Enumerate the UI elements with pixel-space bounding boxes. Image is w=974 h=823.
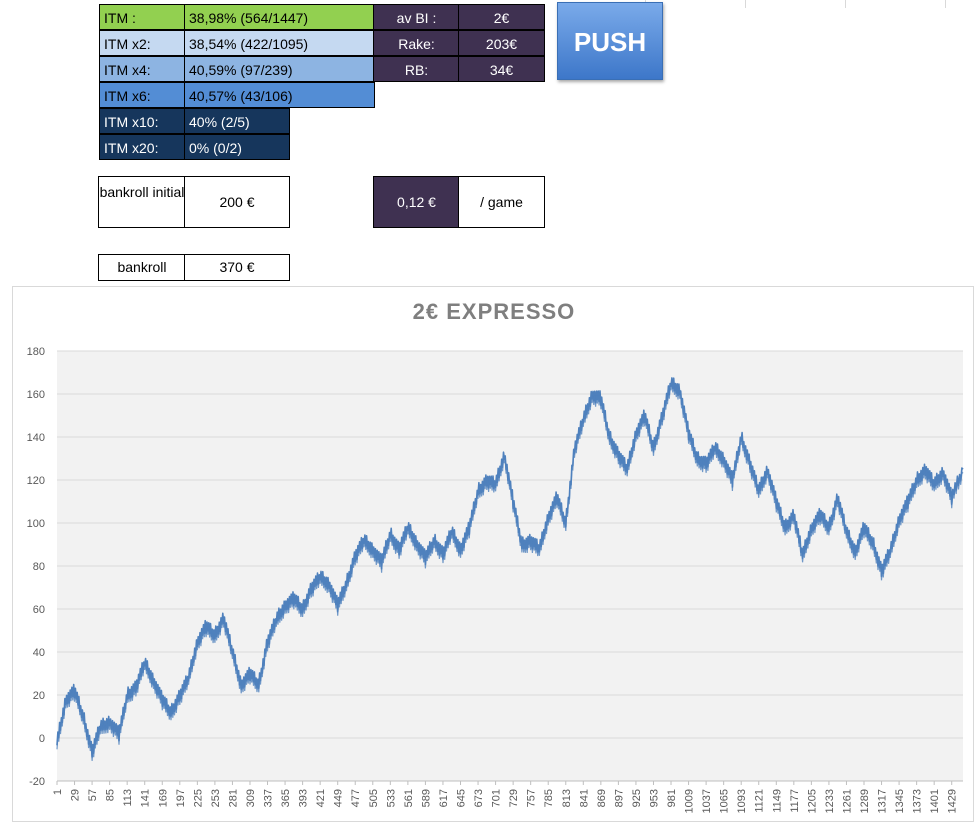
x-tick-label: 393 xyxy=(298,789,310,807)
line-chart: -20 0 20 40 60 80 100 120 140 160 180 1 29 57 85 113 141… xyxy=(27,346,964,813)
x-tick-label: 1149 xyxy=(771,789,783,813)
x-tick-label: 1121 xyxy=(754,789,766,813)
bankroll-initial-label: bankroll initial xyxy=(98,176,186,228)
stat-label: av BI : xyxy=(373,4,460,30)
itm-row-value: 0% (0/2) xyxy=(184,134,290,160)
x-tick-label: 1317 xyxy=(877,789,889,813)
bankroll-initial-value: 200 € xyxy=(184,176,290,228)
y-tick-label: 140 xyxy=(27,432,45,444)
y-tick-label: 180 xyxy=(27,346,45,358)
x-tick-label: 477 xyxy=(350,789,362,807)
x-tick-label: 981 xyxy=(666,789,678,807)
itm-row-label: ITM x20: xyxy=(99,134,185,160)
x-tick-label: 953 xyxy=(648,789,660,807)
x-tick-label: 1289 xyxy=(859,789,871,813)
x-tick-label: 1065 xyxy=(719,789,731,813)
x-tick-label: 141 xyxy=(140,789,152,807)
itm-row-value: 38,54% (422/1095) xyxy=(184,30,375,56)
x-tick-label: 757 xyxy=(526,789,538,807)
x-tick-label: 533 xyxy=(385,789,397,807)
x-tick-label: 365 xyxy=(280,789,292,807)
bankroll-value: 370 € xyxy=(184,254,290,281)
x-tick-label: 645 xyxy=(456,789,468,807)
x-tick-label: 1205 xyxy=(806,789,818,813)
x-tick-label: 197 xyxy=(175,789,187,807)
x-tick-label: 1429 xyxy=(947,789,959,813)
y-tick-label: 100 xyxy=(27,518,45,530)
itm-row-label: ITM x2: xyxy=(99,30,185,56)
y-tick-label: 60 xyxy=(33,604,45,616)
itm-row-label: ITM x10: xyxy=(99,108,185,134)
itm-row-value: 38,98% (564/1447) xyxy=(184,4,375,30)
stat-label: Rake: xyxy=(373,30,460,56)
x-tick-label: 1261 xyxy=(841,789,853,813)
series-line-shadow xyxy=(56,381,964,761)
x-tick-label: 309 xyxy=(245,789,257,807)
x-tick-label: 85 xyxy=(105,789,117,801)
x-tick-label: 505 xyxy=(368,789,380,807)
x-tick-label: 421 xyxy=(315,789,327,807)
x-tick-label: 169 xyxy=(157,789,169,807)
itm-row-label: ITM x6: xyxy=(99,82,185,108)
x-tick-label: 841 xyxy=(578,789,590,807)
gridline xyxy=(745,0,746,8)
gridline xyxy=(845,0,846,8)
itm-row-label: ITM : xyxy=(99,4,185,30)
y-tick-label: 160 xyxy=(27,389,45,401)
stat-value: 34€ xyxy=(458,56,545,82)
x-tick-label: 449 xyxy=(333,789,345,807)
y-tick-label: 20 xyxy=(33,690,45,702)
x-tick-label: 113 xyxy=(122,789,134,807)
x-tick-label: 813 xyxy=(561,789,573,807)
stat-label: RB: xyxy=(373,56,460,82)
y-tick-label: 120 xyxy=(27,475,45,487)
x-tick-label: 337 xyxy=(263,789,275,807)
per-game-label: / game xyxy=(458,176,545,228)
x-tick-label: 673 xyxy=(473,789,485,807)
push-button[interactable]: PUSH xyxy=(557,2,663,80)
x-tick-label: 1037 xyxy=(701,789,713,813)
x-tick-label: 729 xyxy=(508,789,520,807)
x-tick-label: 1177 xyxy=(789,789,801,813)
x-tick-label: 701 xyxy=(491,789,503,807)
itm-row-value: 40% (2/5) xyxy=(184,108,290,134)
x-tick-label: 281 xyxy=(227,789,239,807)
bankroll-label: bankroll xyxy=(98,254,186,281)
y-tick-label: 0 xyxy=(39,733,45,745)
y-tick-label: 40 xyxy=(33,647,45,659)
chart-container[interactable]: 2€ EXPRESSO -20 0 20 40 60 80 100 120 140 160 180 1… xyxy=(12,286,974,822)
x-tick-label: 1401 xyxy=(929,789,941,813)
itm-row-value: 40,59% (97/239) xyxy=(184,56,375,82)
itm-row-value: 40,57% (43/106) xyxy=(184,82,375,108)
x-tick-label: 1345 xyxy=(894,789,906,813)
x-tick-label: 1233 xyxy=(824,789,836,813)
stat-value: 2€ xyxy=(458,4,545,30)
x-tick-label: 29 xyxy=(70,789,82,801)
x-tick-label: 225 xyxy=(192,789,204,807)
x-tick-label: 1093 xyxy=(736,789,748,813)
x-tick-label: 785 xyxy=(543,789,555,807)
y-tick-label: -20 xyxy=(29,776,45,788)
x-tick-label: 925 xyxy=(631,789,643,807)
gridline xyxy=(945,0,946,8)
chart-title: 2€ EXPRESSO xyxy=(412,299,576,324)
stat-value: 203€ xyxy=(458,30,545,56)
x-tick-label: 561 xyxy=(403,789,415,807)
itm-row-label: ITM x4: xyxy=(99,56,185,82)
x-tick-label: 1 xyxy=(52,789,64,795)
x-tick-label: 897 xyxy=(613,789,625,807)
x-tick-label: 1373 xyxy=(912,789,924,813)
x-tick-label: 253 xyxy=(210,789,222,807)
x-tick-label: 589 xyxy=(420,789,432,807)
x-tick-label: 57 xyxy=(87,789,99,801)
y-tick-label: 80 xyxy=(33,561,45,573)
x-tick-label: 1009 xyxy=(684,789,696,813)
x-tick-label: 869 xyxy=(596,789,608,807)
x-tick-label: 617 xyxy=(438,789,450,807)
per-game-value: 0,12 € xyxy=(373,176,460,228)
